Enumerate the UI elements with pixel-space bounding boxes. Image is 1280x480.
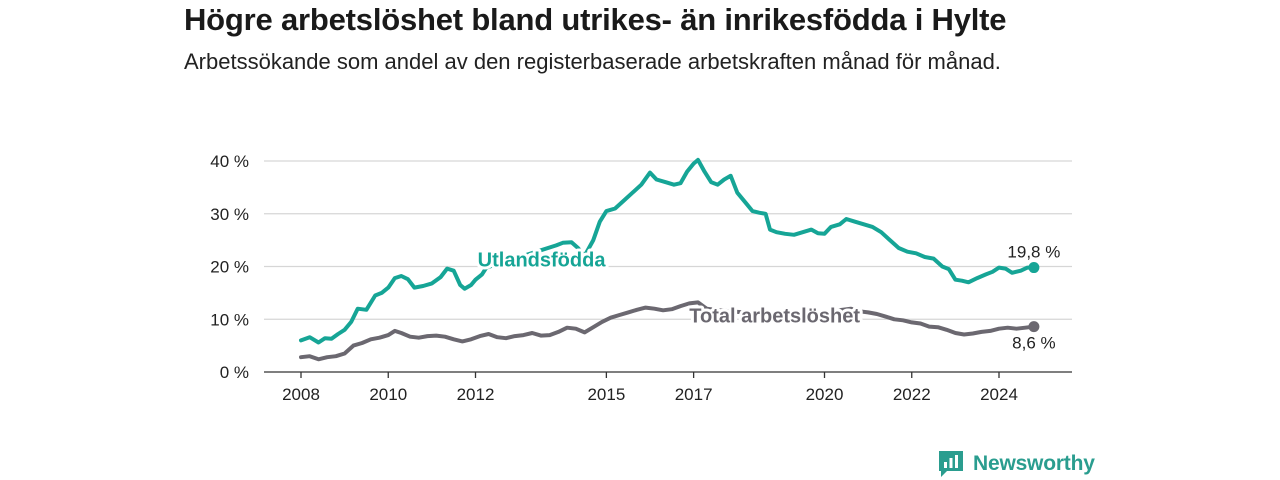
x-tick-label: 2010 bbox=[369, 385, 407, 404]
end-value-total: 8,6 % bbox=[1012, 334, 1055, 353]
y-axis-ticks: 0 % 10 % 20 % 30 % 40 % bbox=[210, 152, 249, 382]
y-tick-label: 30 % bbox=[210, 205, 249, 224]
y-tick-label: 20 % bbox=[210, 258, 249, 277]
x-axis-ticks: 2008 2010 2012 2015 2017 2020 2022 2024 bbox=[282, 372, 1018, 404]
series-label-halo: Utlandsfödda bbox=[478, 250, 607, 272]
logo-text: Newsworthy bbox=[973, 452, 1095, 475]
series-label-halo: Total arbetslöshet bbox=[689, 305, 860, 327]
page-subtitle: Arbetssökande som andel av den registerb… bbox=[184, 49, 1001, 74]
series-label-total: Total arbetslöshet bbox=[689, 305, 860, 327]
page-title: Högre arbetslöshet bland utrikes- än inr… bbox=[184, 2, 1007, 37]
series-lines bbox=[299, 157, 1040, 362]
x-tick-label: 2015 bbox=[587, 385, 625, 404]
foreign-born-line bbox=[299, 157, 1036, 345]
total-unemployment-end-point bbox=[1028, 321, 1040, 333]
x-tick-label: 2012 bbox=[457, 385, 495, 404]
y-tick-label: 10 % bbox=[210, 310, 249, 329]
x-tick-label: 2008 bbox=[282, 385, 320, 404]
foreign-born-end-point bbox=[1028, 262, 1040, 274]
y-tick-label: 40 % bbox=[210, 152, 249, 171]
x-tick-label: 2020 bbox=[806, 385, 844, 404]
x-tick-label: 2024 bbox=[980, 385, 1018, 404]
series-label-foreign-born: Utlandsfödda bbox=[478, 250, 607, 272]
gridlines bbox=[264, 160, 1072, 320]
y-tick-label: 0 % bbox=[220, 363, 249, 382]
newsworthy-logo: Newsworthy bbox=[937, 449, 1095, 479]
newsworthy-chart-icon bbox=[939, 451, 963, 477]
x-tick-label: 2017 bbox=[675, 385, 713, 404]
end-value-foreign-born: 19,8 % bbox=[1007, 243, 1060, 262]
x-tick-label: 2022 bbox=[893, 385, 931, 404]
total-unemployment-line bbox=[299, 300, 1036, 362]
